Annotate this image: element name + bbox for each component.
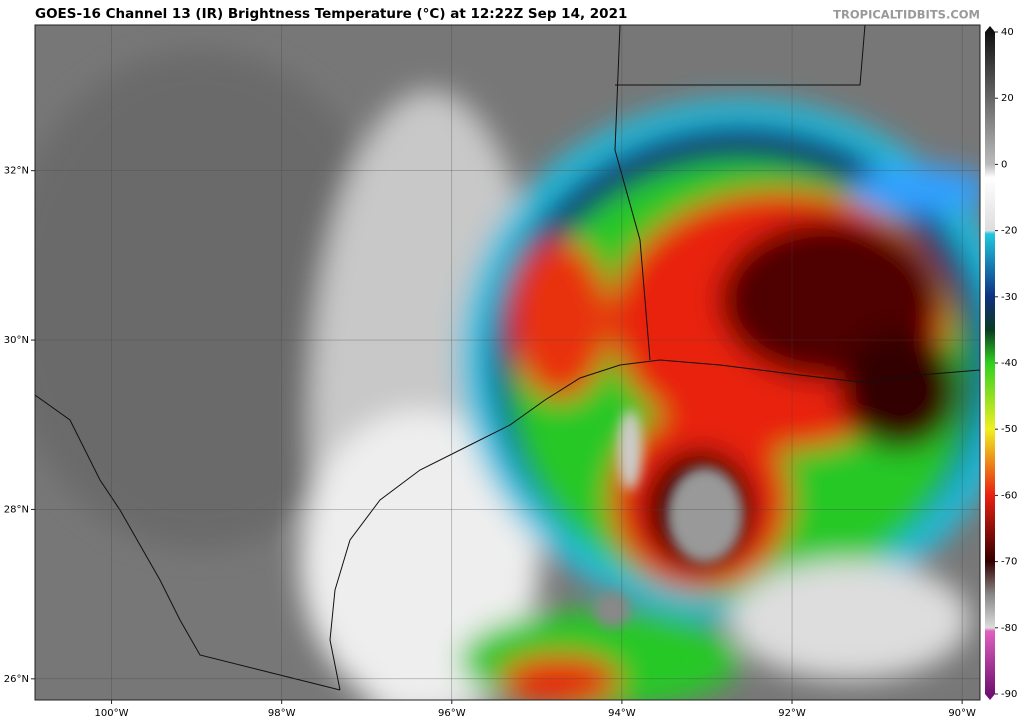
lat-label: 32°N xyxy=(4,166,29,177)
colorbar-label: -20 xyxy=(1001,226,1017,237)
lon-label: 100°W xyxy=(95,708,129,719)
colorbar-label: 40 xyxy=(1001,27,1014,38)
watermark: TROPICALTIDBITS.COM xyxy=(833,8,980,22)
colorbar-label: 20 xyxy=(1001,93,1014,104)
colorbar-bar xyxy=(985,32,995,694)
colorbar-top-arrow xyxy=(985,26,995,32)
lon-label: 90°W xyxy=(948,708,976,719)
colorbar-label: -60 xyxy=(1001,490,1017,501)
colorbar-label: -40 xyxy=(1001,358,1017,369)
colorbar-label: -50 xyxy=(1001,424,1017,435)
colorbar-label: -90 xyxy=(1001,689,1017,700)
colorbar-label: -70 xyxy=(1001,557,1017,568)
lon-label: 96°W xyxy=(438,708,466,719)
imagery xyxy=(35,25,980,700)
title: GOES-16 Channel 13 (IR) Brightness Tempe… xyxy=(35,6,627,22)
colorbar-label: -30 xyxy=(1001,292,1017,303)
colorbar xyxy=(985,26,995,700)
lat-label: 28°N xyxy=(4,504,29,515)
lat-label: 30°N xyxy=(4,335,29,346)
graticule xyxy=(35,25,980,700)
colorbar-bottom-arrow xyxy=(985,694,995,700)
colorbar-label: -80 xyxy=(1001,623,1017,634)
colorbar-label: 0 xyxy=(1001,159,1007,170)
lon-label: 98°W xyxy=(268,708,296,719)
lon-label: 94°W xyxy=(608,708,636,719)
map-frame xyxy=(34,24,981,701)
lat-label: 26°N xyxy=(4,674,29,685)
boundaries xyxy=(35,25,980,691)
lon-label: 92°W xyxy=(778,708,806,719)
